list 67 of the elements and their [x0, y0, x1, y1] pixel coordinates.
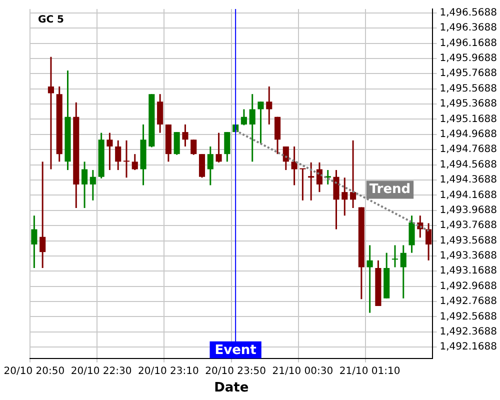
- candlestick: [426, 222, 432, 262]
- candlestick: [249, 93, 256, 162]
- y-tick-label: 1,492.3688: [440, 326, 498, 338]
- y-tick-label: 1,495.3688: [440, 98, 498, 110]
- candlestick: [333, 169, 340, 230]
- y-tick-label: 1,492.1688: [440, 342, 498, 353]
- x-tick-label: 21/10 00:30: [272, 366, 334, 377]
- x-tick-label: 20/10 23:50: [205, 366, 266, 377]
- y-tick-label: 1,496.5688: [440, 7, 498, 18]
- candlestick: [308, 162, 314, 202]
- candlestick: [300, 168, 306, 202]
- candlestick: [392, 244, 398, 268]
- y-tick-label: 1,493.9688: [440, 204, 498, 216]
- candlestick: [40, 160, 46, 269]
- candlestick: [132, 153, 138, 171]
- candlestick: [123, 140, 130, 178]
- candlestick: [258, 100, 264, 144]
- x-tick-label: 20/10 23:10: [138, 366, 199, 377]
- y-tick-label: 1,492.7688: [440, 296, 498, 308]
- y-tick-label: 1,495.7688: [440, 68, 498, 80]
- candlestick: [240, 108, 247, 126]
- y-tick-label: 1,495.5688: [440, 83, 498, 94]
- candlestick: [216, 132, 222, 164]
- series-label: Trend: [369, 182, 411, 198]
- candlestick: [291, 146, 298, 186]
- y-tick-label: 1,495.9688: [440, 53, 498, 64]
- candlestick: [90, 169, 96, 202]
- candlestick: [274, 116, 281, 155]
- candlestick: [174, 131, 180, 156]
- y-tick-label: 1,494.7688: [440, 144, 498, 156]
- y-tick-label: 1,492.5688: [440, 311, 498, 322]
- candlestick: [115, 140, 122, 171]
- x-tick-label: 20/10 20:50: [4, 366, 65, 377]
- candlestick: [31, 214, 38, 269]
- candlestick: [266, 86, 272, 126]
- y-tick-label: 1,493.7688: [440, 220, 498, 232]
- y-tick-label: 1,496.1688: [440, 38, 498, 49]
- candlestick: [182, 124, 188, 148]
- candlestick: [224, 131, 230, 162]
- ref-line-label: Event: [214, 342, 256, 358]
- y-tick-label: 1,495.1688: [440, 114, 498, 125]
- y-tick-label: 1,494.3688: [440, 174, 498, 186]
- candlestick: [106, 132, 113, 171]
- text: GC 5: [38, 14, 64, 26]
- y-tick-label: 1,496.3688: [440, 22, 498, 34]
- candlestick: [316, 162, 323, 193]
- candlestick: [350, 140, 356, 209]
- x-axis-title: Date: [214, 380, 249, 396]
- y-tick-label: 1,494.1688: [440, 190, 498, 201]
- candlestick: [342, 176, 348, 216]
- x-tick-label: 21/10 01:10: [339, 366, 400, 377]
- candlestick: [400, 244, 406, 300]
- candlestick: [48, 56, 54, 170]
- candlestick: [82, 160, 88, 209]
- y-tick-label: 1,493.3688: [440, 250, 498, 262]
- candlestick: [366, 244, 373, 314]
- y-tick-label: 1,494.9688: [440, 129, 498, 140]
- x-tick-label: 20/10 22:30: [70, 366, 132, 377]
- candlestick: [207, 146, 214, 186]
- candlestick: [198, 153, 206, 178]
- y-tick-label: 1,492.9688: [440, 280, 498, 292]
- candlestick: [157, 93, 164, 134]
- candlestick: [408, 214, 415, 254]
- candlestick: [190, 138, 197, 156]
- y-tick-label: 1,494.5688: [440, 159, 498, 170]
- y-tick-label: 1,493.1688: [440, 266, 498, 277]
- y-tick-label: 1,493.5688: [440, 235, 498, 246]
